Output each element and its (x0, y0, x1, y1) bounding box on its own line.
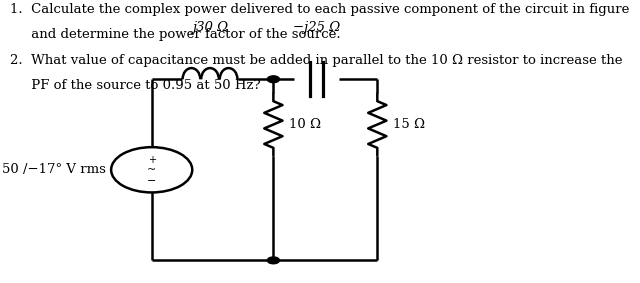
Text: −j25 Ω: −j25 Ω (293, 21, 340, 34)
Circle shape (268, 76, 280, 83)
Text: 10 Ω: 10 Ω (289, 118, 321, 131)
Circle shape (268, 257, 280, 264)
Text: +: + (148, 155, 156, 165)
Text: 50 /−17° V rms: 50 /−17° V rms (2, 163, 106, 176)
Text: 15 Ω: 15 Ω (392, 118, 424, 131)
Text: j30 Ω: j30 Ω (192, 21, 228, 34)
Text: PF of the source to 0.95 at 50 Hz?: PF of the source to 0.95 at 50 Hz? (10, 79, 260, 92)
Text: −: − (147, 176, 156, 186)
Text: 1.  Calculate the complex power delivered to each passive component of the circu: 1. Calculate the complex power delivered… (10, 3, 629, 16)
Text: and determine the power factor of the source.: and determine the power factor of the so… (10, 28, 340, 41)
Text: ~: ~ (147, 165, 156, 175)
Text: 2.  What value of capacitance must be added in parallel to the 10 Ω resistor to : 2. What value of capacitance must be add… (10, 54, 622, 67)
